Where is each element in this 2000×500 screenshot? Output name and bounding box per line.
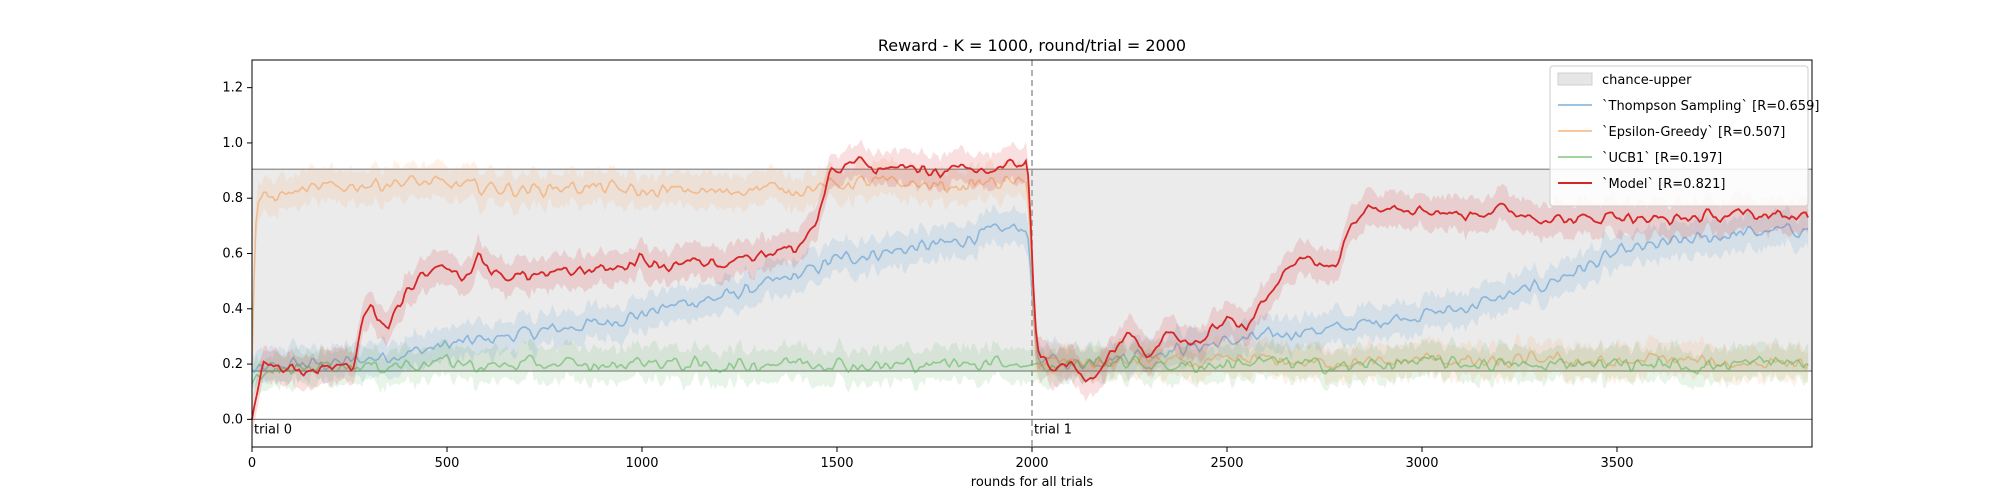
legend-label-1: `Thompson Sampling` [R=0.659] [1602,99,1819,114]
series-3-confidence-band [252,139,1809,440]
x-tick-label-3: 1500 [820,456,853,471]
legend: chance-upper `Thompson Sampling` [R=0.659… [1549,65,1819,207]
x-tick-label-4: 2000 [1015,456,1048,471]
y-tick-label-4: 0.8 [222,191,243,206]
y-tick-label-5: 1.0 [222,136,243,151]
series-1-line [251,174,1809,373]
x-tick-label-1: 500 [435,456,460,471]
x-tick-label-7: 3500 [1600,456,1633,471]
chart-title: Reward - K = 1000, round/trial = 2000 [878,36,1186,55]
x-axis-label: rounds for all trials [971,475,1094,490]
legend-label-3: `UCB1` [R=0.197] [1602,151,1722,166]
legend-swatch-chance-upper [1557,72,1593,86]
series-2-confidence-band [252,336,1809,398]
y-tick-label-3: 0.6 [222,247,243,262]
trial-annotation-0: trial 0 [254,422,292,437]
x-tick-label-6: 3000 [1405,456,1438,471]
legend-box [1549,65,1809,207]
plot-area: 0 500 1000 1500 2000 2500 3000 3500 0.0 0.2 0.4 0.6… [222,59,1819,471]
legend-label-0: chance-upper [1602,73,1692,88]
y-tick-label-1: 0.2 [222,357,243,372]
y-tick-label-0: 0.0 [222,412,243,427]
series-0-line [251,222,1809,374]
y-tick-label-6: 1.2 [222,81,243,96]
x-tick-label-5: 2500 [1210,456,1243,471]
legend-label-4: `Model` [R=0.821] [1602,177,1725,192]
legend-label-2: `Epsilon-Greedy` [R=0.507] [1602,125,1785,140]
trial-annotation-1: trial 1 [1034,422,1072,437]
x-tick-label-0: 0 [248,456,256,471]
series-2-line [251,353,1809,385]
y-tick-label-2: 0.4 [222,302,243,317]
x-tick-label-2: 1000 [625,456,658,471]
series-0-confidence-band [252,203,1809,389]
series-3-line [251,155,1809,420]
